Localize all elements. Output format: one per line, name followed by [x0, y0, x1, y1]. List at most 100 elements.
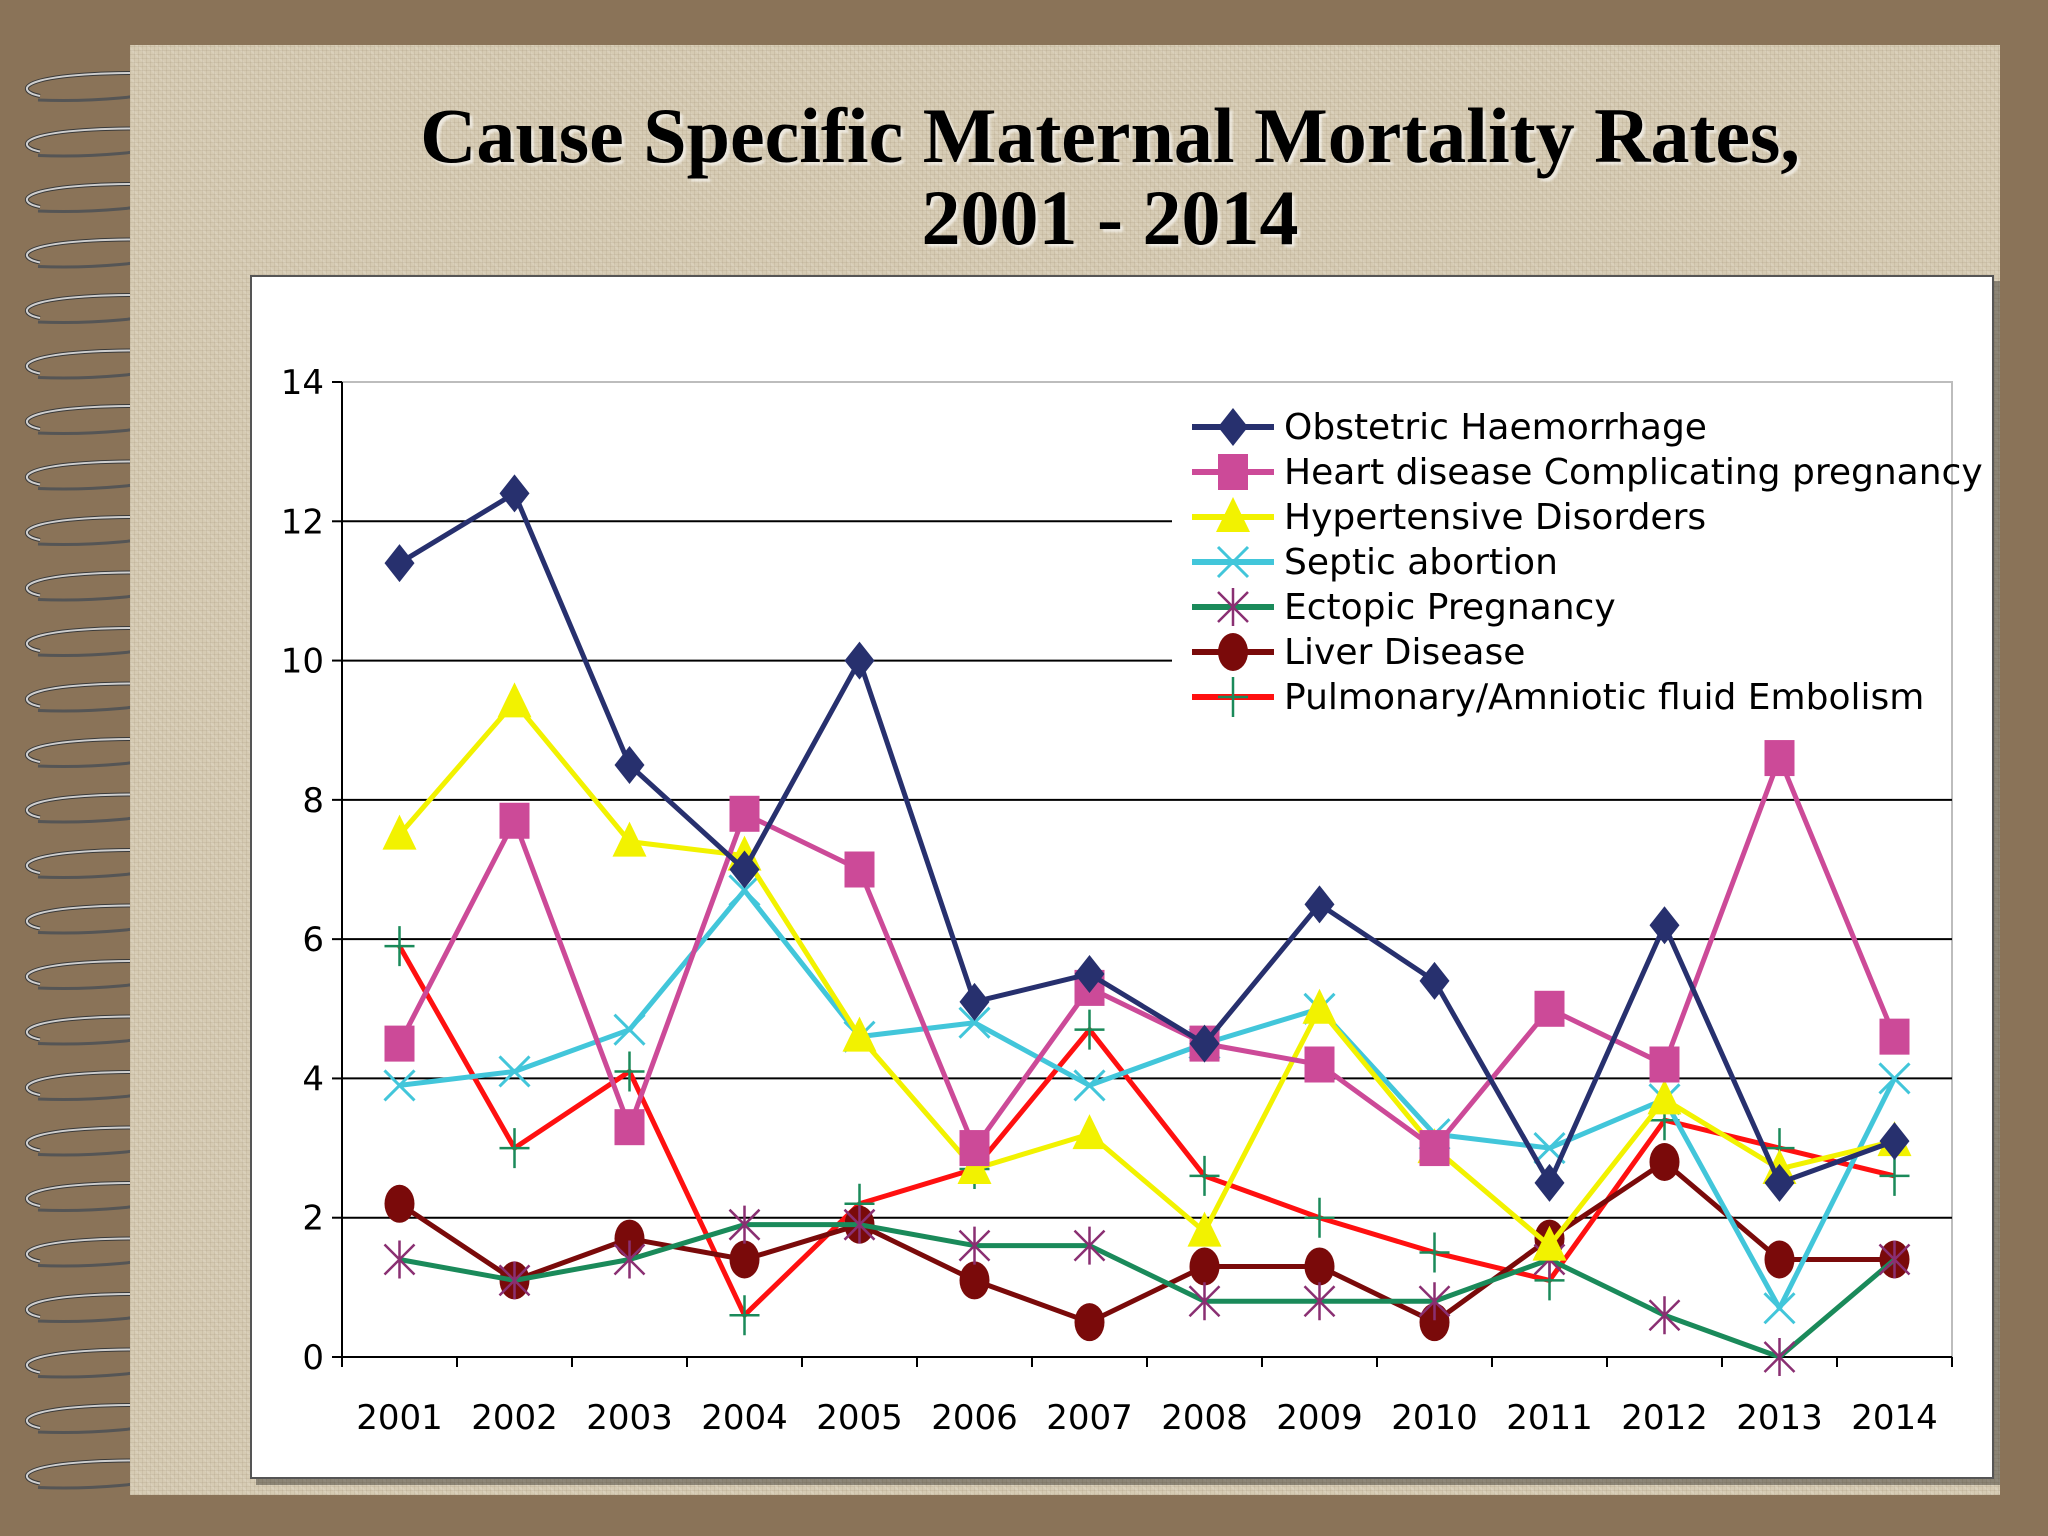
data-point [1648, 1296, 1681, 1335]
data-point [613, 1240, 646, 1279]
data-point [728, 1205, 761, 1244]
series-line [397, 944, 1896, 1318]
x-tick-label: 2007 [1046, 1398, 1133, 1438]
legend-item: Septic abortion [1192, 542, 1558, 583]
y-tick-label: 10 [281, 642, 324, 682]
data-point [728, 874, 761, 907]
data-point [499, 1128, 530, 1169]
data-point [384, 926, 415, 967]
data-point [1763, 1338, 1796, 1376]
data-point [1303, 1282, 1336, 1321]
data-point [958, 1226, 991, 1265]
data-point [499, 474, 530, 513]
data-point [384, 544, 415, 583]
data-point [1189, 1155, 1220, 1196]
data-point [844, 851, 875, 888]
data-point [729, 1295, 760, 1336]
data-point [1217, 588, 1249, 626]
title-line-2: 2001 - 2014 [921, 174, 1299, 261]
slide-title: Cause Specific Maternal Mortality Rates,… [260, 95, 1960, 259]
data-point [614, 1219, 645, 1258]
data-point [957, 1148, 992, 1184]
data-point [1218, 454, 1248, 490]
data-point [613, 1013, 646, 1046]
data-point [614, 746, 645, 785]
data-point [1419, 1232, 1450, 1273]
x-tick-label: 2009 [1276, 1398, 1363, 1438]
data-point [1304, 1247, 1335, 1286]
plot-area [341, 381, 1953, 1358]
x-tick-label: 2003 [586, 1398, 673, 1438]
data-point [1764, 1163, 1795, 1202]
data-point [1647, 1079, 1682, 1115]
data-point [383, 1240, 416, 1279]
legend-label: Heart disease Complicating pregnancy [1284, 452, 1983, 493]
x-tick-label: 2001 [356, 1398, 443, 1438]
chart-panel: 0 2 4 6 8 10 12 14 2001 2002 2003 2004 2005 2006 2007 2… [250, 275, 1994, 1479]
data-point [1189, 1024, 1220, 1063]
data-point [729, 795, 760, 832]
data-point [1419, 1303, 1450, 1342]
y-tick-label: 12 [281, 502, 324, 542]
data-point [842, 1016, 877, 1052]
data-point [1073, 1069, 1106, 1102]
y-tick-label: 14 [281, 363, 324, 403]
legend-label: Liver Disease [1284, 632, 1525, 673]
data-point [959, 982, 990, 1021]
data-point [959, 1261, 990, 1300]
data-point [1188, 1282, 1221, 1321]
data-point [1218, 633, 1248, 671]
data-point [1073, 1226, 1106, 1265]
data-point [384, 1025, 415, 1062]
series-0 [384, 474, 1910, 1202]
y-tick-label: 4 [302, 1059, 324, 1099]
line-chart: 0 2 4 6 8 10 12 14 2001 2002 2003 2004 2005 2006 2007 2… [281, 363, 1983, 1438]
data-point [1216, 497, 1250, 532]
data-point [1072, 1114, 1107, 1150]
data-point [1304, 1046, 1335, 1083]
legend-item: Hypertensive Disorders [1192, 497, 1706, 538]
series-line [399, 1222, 1897, 1360]
y-tick-label: 8 [302, 781, 324, 821]
legend-label: Pulmonary/Amniotic fluid Embolism [1284, 677, 1924, 718]
data-point [1216, 545, 1250, 579]
data-point [1074, 1303, 1105, 1342]
data-point [1304, 1197, 1335, 1238]
data-point [1218, 677, 1248, 717]
series-line [398, 1159, 1895, 1325]
data-point [384, 1184, 415, 1223]
legend-label: Ectopic Pregnancy [1284, 587, 1616, 628]
data-point [729, 850, 760, 889]
data-point [1418, 1282, 1451, 1321]
data-point [1304, 885, 1335, 924]
x-tick-label: 2013 [1736, 1398, 1823, 1438]
x-tick-label: 2010 [1391, 1398, 1478, 1438]
legend-item: Liver Disease [1192, 632, 1525, 673]
y-tick-label: 0 [302, 1338, 324, 1378]
data-point [1879, 1018, 1910, 1055]
data-point [612, 821, 647, 857]
data-point [382, 814, 417, 850]
data-point [1763, 1292, 1796, 1325]
legend-item: Obstetric Haemorrhage [1192, 407, 1707, 448]
x-tick-label: 2011 [1506, 1398, 1593, 1438]
y-tick-label: 2 [302, 1199, 324, 1239]
data-point [1419, 1130, 1450, 1167]
series-line [398, 490, 1896, 1186]
legend-label: Septic abortion [1284, 542, 1558, 583]
x-tick-label: 2006 [931, 1398, 1018, 1438]
data-point [1764, 740, 1795, 777]
legend-label: Obstetric Haemorrhage [1284, 407, 1707, 448]
data-point [1302, 988, 1337, 1024]
data-point [959, 1130, 990, 1167]
data-point [1074, 1009, 1105, 1050]
series-line [397, 699, 1896, 1249]
data-point [1534, 990, 1565, 1027]
legend-label: Hypertensive Disorders [1284, 497, 1706, 538]
x-tick-label: 2012 [1621, 1398, 1708, 1438]
data-point [499, 802, 530, 839]
data-point [843, 1205, 876, 1244]
data-point [1879, 1122, 1910, 1161]
x-tick-label: 2002 [471, 1398, 558, 1438]
